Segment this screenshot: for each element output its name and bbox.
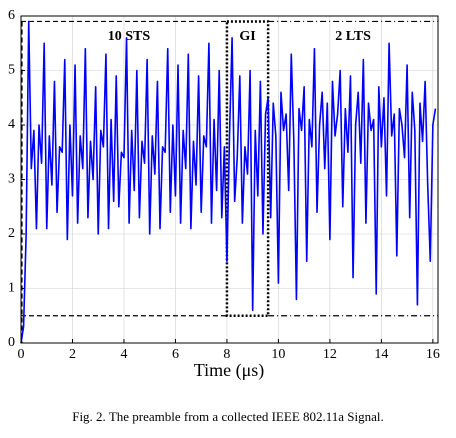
y-tick-label: 5 [8, 63, 15, 78]
plot-frame [20, 15, 439, 344]
x-tick-label: 12 [323, 347, 337, 362]
y-tick-label: 0 [8, 335, 15, 350]
x-tick-label: 14 [374, 347, 388, 362]
x-tick-label: 2 [69, 347, 76, 362]
y-tick-label: 1 [8, 281, 15, 296]
gi-box [225, 20, 270, 317]
region-label: 2 LTS [335, 29, 371, 44]
signal-line [20, 20, 437, 344]
region-label: 10 STS [108, 29, 151, 44]
y-tick-label: 2 [8, 226, 15, 241]
x-tick-label: 4 [120, 347, 127, 362]
x-tick-label: 6 [172, 347, 179, 362]
y-tick-label: 6 [8, 8, 15, 23]
x-axis-label: Time (μs) [194, 360, 265, 381]
y-tick-label: 4 [8, 117, 15, 132]
y-tick-label: 3 [8, 172, 15, 187]
x-tick-label: 0 [18, 347, 25, 362]
x-tick-label: 10 [271, 347, 285, 362]
caption: Fig. 2. The preamble from a collected IE… [72, 409, 384, 424]
region-label: GI [239, 29, 255, 44]
x-tick-label: 16 [426, 347, 440, 362]
x-tick-label: 8 [223, 347, 230, 362]
